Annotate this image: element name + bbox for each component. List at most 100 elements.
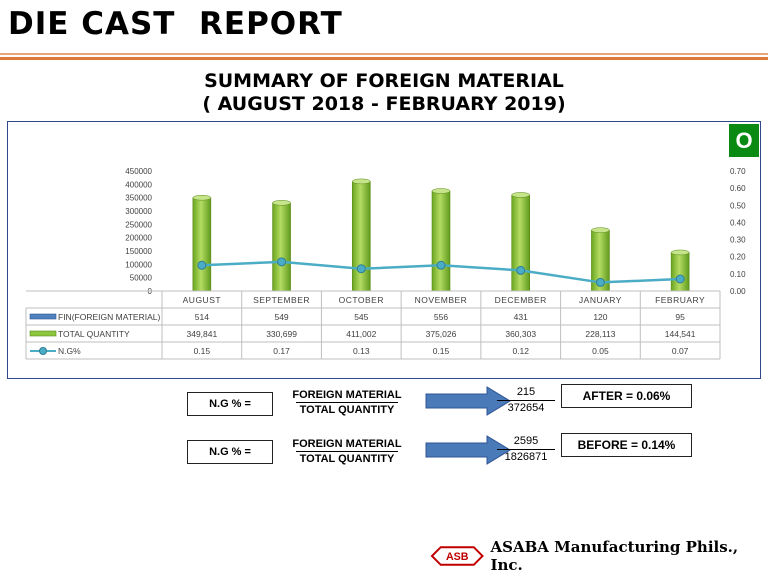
summary-subtitle: SUMMARY OF FOREIGN MATERIAL ( AUGUST 201…: [0, 70, 768, 116]
table-cell-value: 120: [593, 312, 607, 322]
y-right-tick-label: 0.10: [730, 270, 746, 279]
y-left-tick-label: 300000: [125, 207, 152, 216]
total-quantity-bar-top: [272, 200, 291, 206]
chart-frame: 0500001000001500002000002500003000003500…: [7, 121, 761, 379]
x-category-label: JANUARY: [579, 295, 622, 305]
denominator-label-before: TOTAL QUANTITY: [299, 453, 395, 465]
legend-label: FIN(FOREIGN MATERIAL): [58, 312, 160, 322]
legend-label: N.G%: [58, 346, 81, 356]
x-category-label: FEBRUARY: [655, 295, 705, 305]
numerator-after: 215: [516, 386, 536, 398]
arrow-right-icon: [425, 386, 511, 416]
before-result-box: BEFORE = 0.14%: [561, 433, 692, 457]
y-left-tick-label: 250000: [125, 220, 152, 229]
y-left-tick-label: 350000: [125, 194, 152, 203]
status-badge: O: [729, 124, 759, 157]
numerator-label-after: FOREIGN MATERIAL: [292, 389, 402, 401]
x-category-label: NOVEMBER: [415, 295, 468, 305]
ng-percent-point: [436, 260, 446, 270]
fraction-line: [497, 400, 555, 401]
table-cell-value: 0.15: [194, 346, 211, 356]
after-result-box: AFTER = 0.06%: [561, 384, 692, 408]
table-cell-value: 144,541: [665, 329, 696, 339]
table-cell-value: 545: [354, 312, 368, 322]
table-cell-value: 375,026: [426, 329, 457, 339]
table-cell-value: 431: [514, 312, 528, 322]
x-category-label: AUGUST: [183, 295, 221, 305]
table-cell-value: 0.12: [512, 346, 529, 356]
company-name: ASABA Manufacturing Phils., Inc.: [490, 538, 739, 574]
table-cell-value: 0.05: [592, 346, 609, 356]
x-category-label: SEPTEMBER: [253, 295, 310, 305]
legend-label: TOTAL QUANTITY: [58, 329, 130, 339]
ng-label-box-before: N.G % =: [187, 440, 273, 464]
legend-key: [29, 330, 57, 337]
y-right-tick-label: 0.70: [730, 167, 746, 176]
total-quantity-bar-top: [352, 178, 371, 185]
ng-label-box-after: N.G % =: [187, 392, 273, 416]
ng-percent-point: [516, 265, 526, 275]
fraction-line: [296, 451, 398, 452]
report-title: DIE CAST REPORT: [8, 6, 343, 42]
table-cell-value: 556: [434, 312, 448, 322]
y-left-tick-label: 400000: [125, 180, 152, 189]
x-category-label: DECEMBER: [495, 295, 547, 305]
fraction-line: [296, 402, 398, 403]
ng-percent-point: [197, 260, 207, 270]
combo-chart: 0500001000001500002000002500003000003500…: [25, 167, 746, 360]
y-left-tick-label: 200000: [125, 234, 152, 243]
total-quantity-bar-top: [591, 227, 610, 233]
total-quantity-bar: [670, 252, 690, 292]
total-quantity-bar: [272, 202, 291, 292]
total-quantity-bar: [192, 197, 212, 292]
y-right-tick-label: 0.50: [730, 201, 746, 210]
logo-text: ASB: [446, 551, 469, 563]
legend-key-marker: [39, 347, 47, 355]
ng-percent-point: [356, 264, 366, 274]
numerator-before: 2595: [513, 435, 539, 447]
table-cell-value: 360,303: [505, 329, 536, 339]
total-quantity-bar: [431, 190, 451, 292]
table-cell-value: 95: [675, 312, 685, 322]
subtitle-line-2: ( AUGUST 2018 - FEBRUARY 2019): [202, 93, 566, 115]
denominator-before: 1826871: [504, 451, 548, 463]
y-right-tick-label: 0.60: [730, 184, 746, 193]
denominator-label-after: TOTAL QUANTITY: [299, 404, 395, 416]
table-cell-value: 330,699: [266, 329, 297, 339]
table-cell-value: 0.15: [433, 346, 450, 356]
ng-percent-point: [595, 277, 605, 287]
denominator-after: 372654: [507, 402, 545, 414]
total-quantity-bar: [511, 194, 531, 292]
x-category-label: OCTOBER: [339, 295, 384, 305]
company-footer: ASB ASABA Manufacturing Phils., Inc.: [430, 538, 768, 574]
y-right-tick-label: 0.30: [730, 236, 746, 245]
numerator-label-before: FOREIGN MATERIAL: [292, 438, 402, 450]
total-quantity-bar: [351, 181, 371, 292]
subtitle-line-1: SUMMARY OF FOREIGN MATERIAL: [204, 70, 564, 92]
table-cell-value: 0.07: [672, 346, 689, 356]
table-cell-value: 0.13: [353, 346, 370, 356]
fraction-line: [497, 449, 555, 450]
y-right-tick-label: 0.00: [730, 287, 746, 296]
y-left-tick-label: 450000: [125, 167, 152, 176]
total-quantity-bar-top: [192, 194, 212, 201]
table-cell-value: 411,002: [346, 329, 376, 339]
y-right-tick-label: 0.40: [730, 218, 746, 227]
total-quantity-bar-top: [511, 192, 530, 198]
arrow-right-icon: [425, 435, 511, 465]
y-right-tick-label: 0.20: [730, 253, 746, 262]
y-left-tick-label: 150000: [125, 247, 152, 256]
header-rule-thick: [0, 57, 768, 60]
table-cell-value: 228,113: [585, 329, 615, 339]
ng-percent-point: [277, 257, 287, 267]
y-left-tick-label: 100000: [125, 260, 152, 269]
total-quantity-bar-top: [670, 249, 690, 256]
table-cell-value: 514: [195, 312, 209, 322]
table-cell-value: 0.17: [273, 346, 290, 356]
ng-percent-point: [675, 274, 685, 284]
legend-key: [29, 313, 57, 320]
asb-logo-icon: ASB: [430, 546, 484, 566]
header-rule-thin: [0, 53, 768, 55]
table-cell-value: 349,841: [186, 329, 217, 339]
table-cell-value: 549: [274, 312, 288, 322]
